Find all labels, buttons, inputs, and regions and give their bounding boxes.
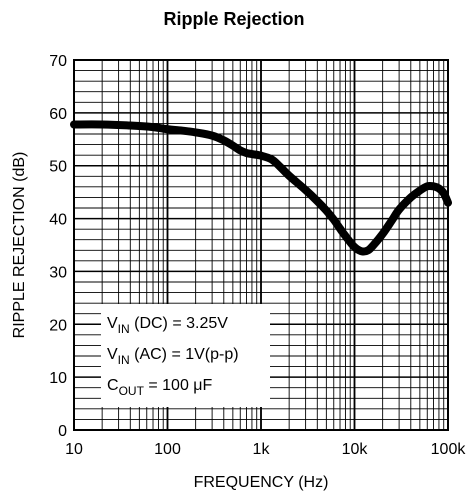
y-axis-label: RIPPLE REJECTION (dB)	[11, 152, 28, 339]
plot-frame	[73, 59, 449, 431]
y-tick-label: 30	[49, 264, 67, 281]
annotation-vin-ac: VIN (AC) = 1V(p-p)	[107, 346, 239, 367]
annotation-background	[101, 304, 270, 407]
conditions-annotation: VIN (DC) = 3.25V VIN (AC) = 1V(p-p) COUT…	[101, 304, 270, 407]
x-tick-label: 10k	[342, 441, 369, 458]
x-tick-label: 1k	[253, 441, 271, 458]
ripple-rejection-curve	[70, 120, 452, 256]
y-tick-label: 70	[49, 53, 67, 70]
y-tick-label: 10	[49, 370, 67, 387]
y-tick-label: 0	[58, 423, 67, 440]
y-tick-label: 40	[49, 212, 67, 229]
x-axis-label: FREQUENCY (Hz)	[194, 474, 329, 491]
y-tick-labels: 0 10 20 30 40 50 60 70	[49, 53, 67, 440]
annotation-vin-dc: VIN (DC) = 3.25V	[107, 315, 228, 336]
annotation-cout: COUT = 100 μF	[107, 377, 213, 398]
x-tick-label: 100k	[431, 441, 466, 458]
x-tick-label: 10	[65, 441, 83, 458]
y-tick-label: 50	[49, 159, 67, 176]
chart-title: Ripple Rejection	[163, 9, 304, 29]
y-tick-label: 60	[49, 106, 67, 123]
y-tick-label: 20	[49, 317, 67, 334]
x-tick-labels: 10 100 1k 10k 100k	[65, 441, 466, 458]
x-tick-label: 100	[154, 441, 181, 458]
curve-layer	[70, 120, 452, 256]
